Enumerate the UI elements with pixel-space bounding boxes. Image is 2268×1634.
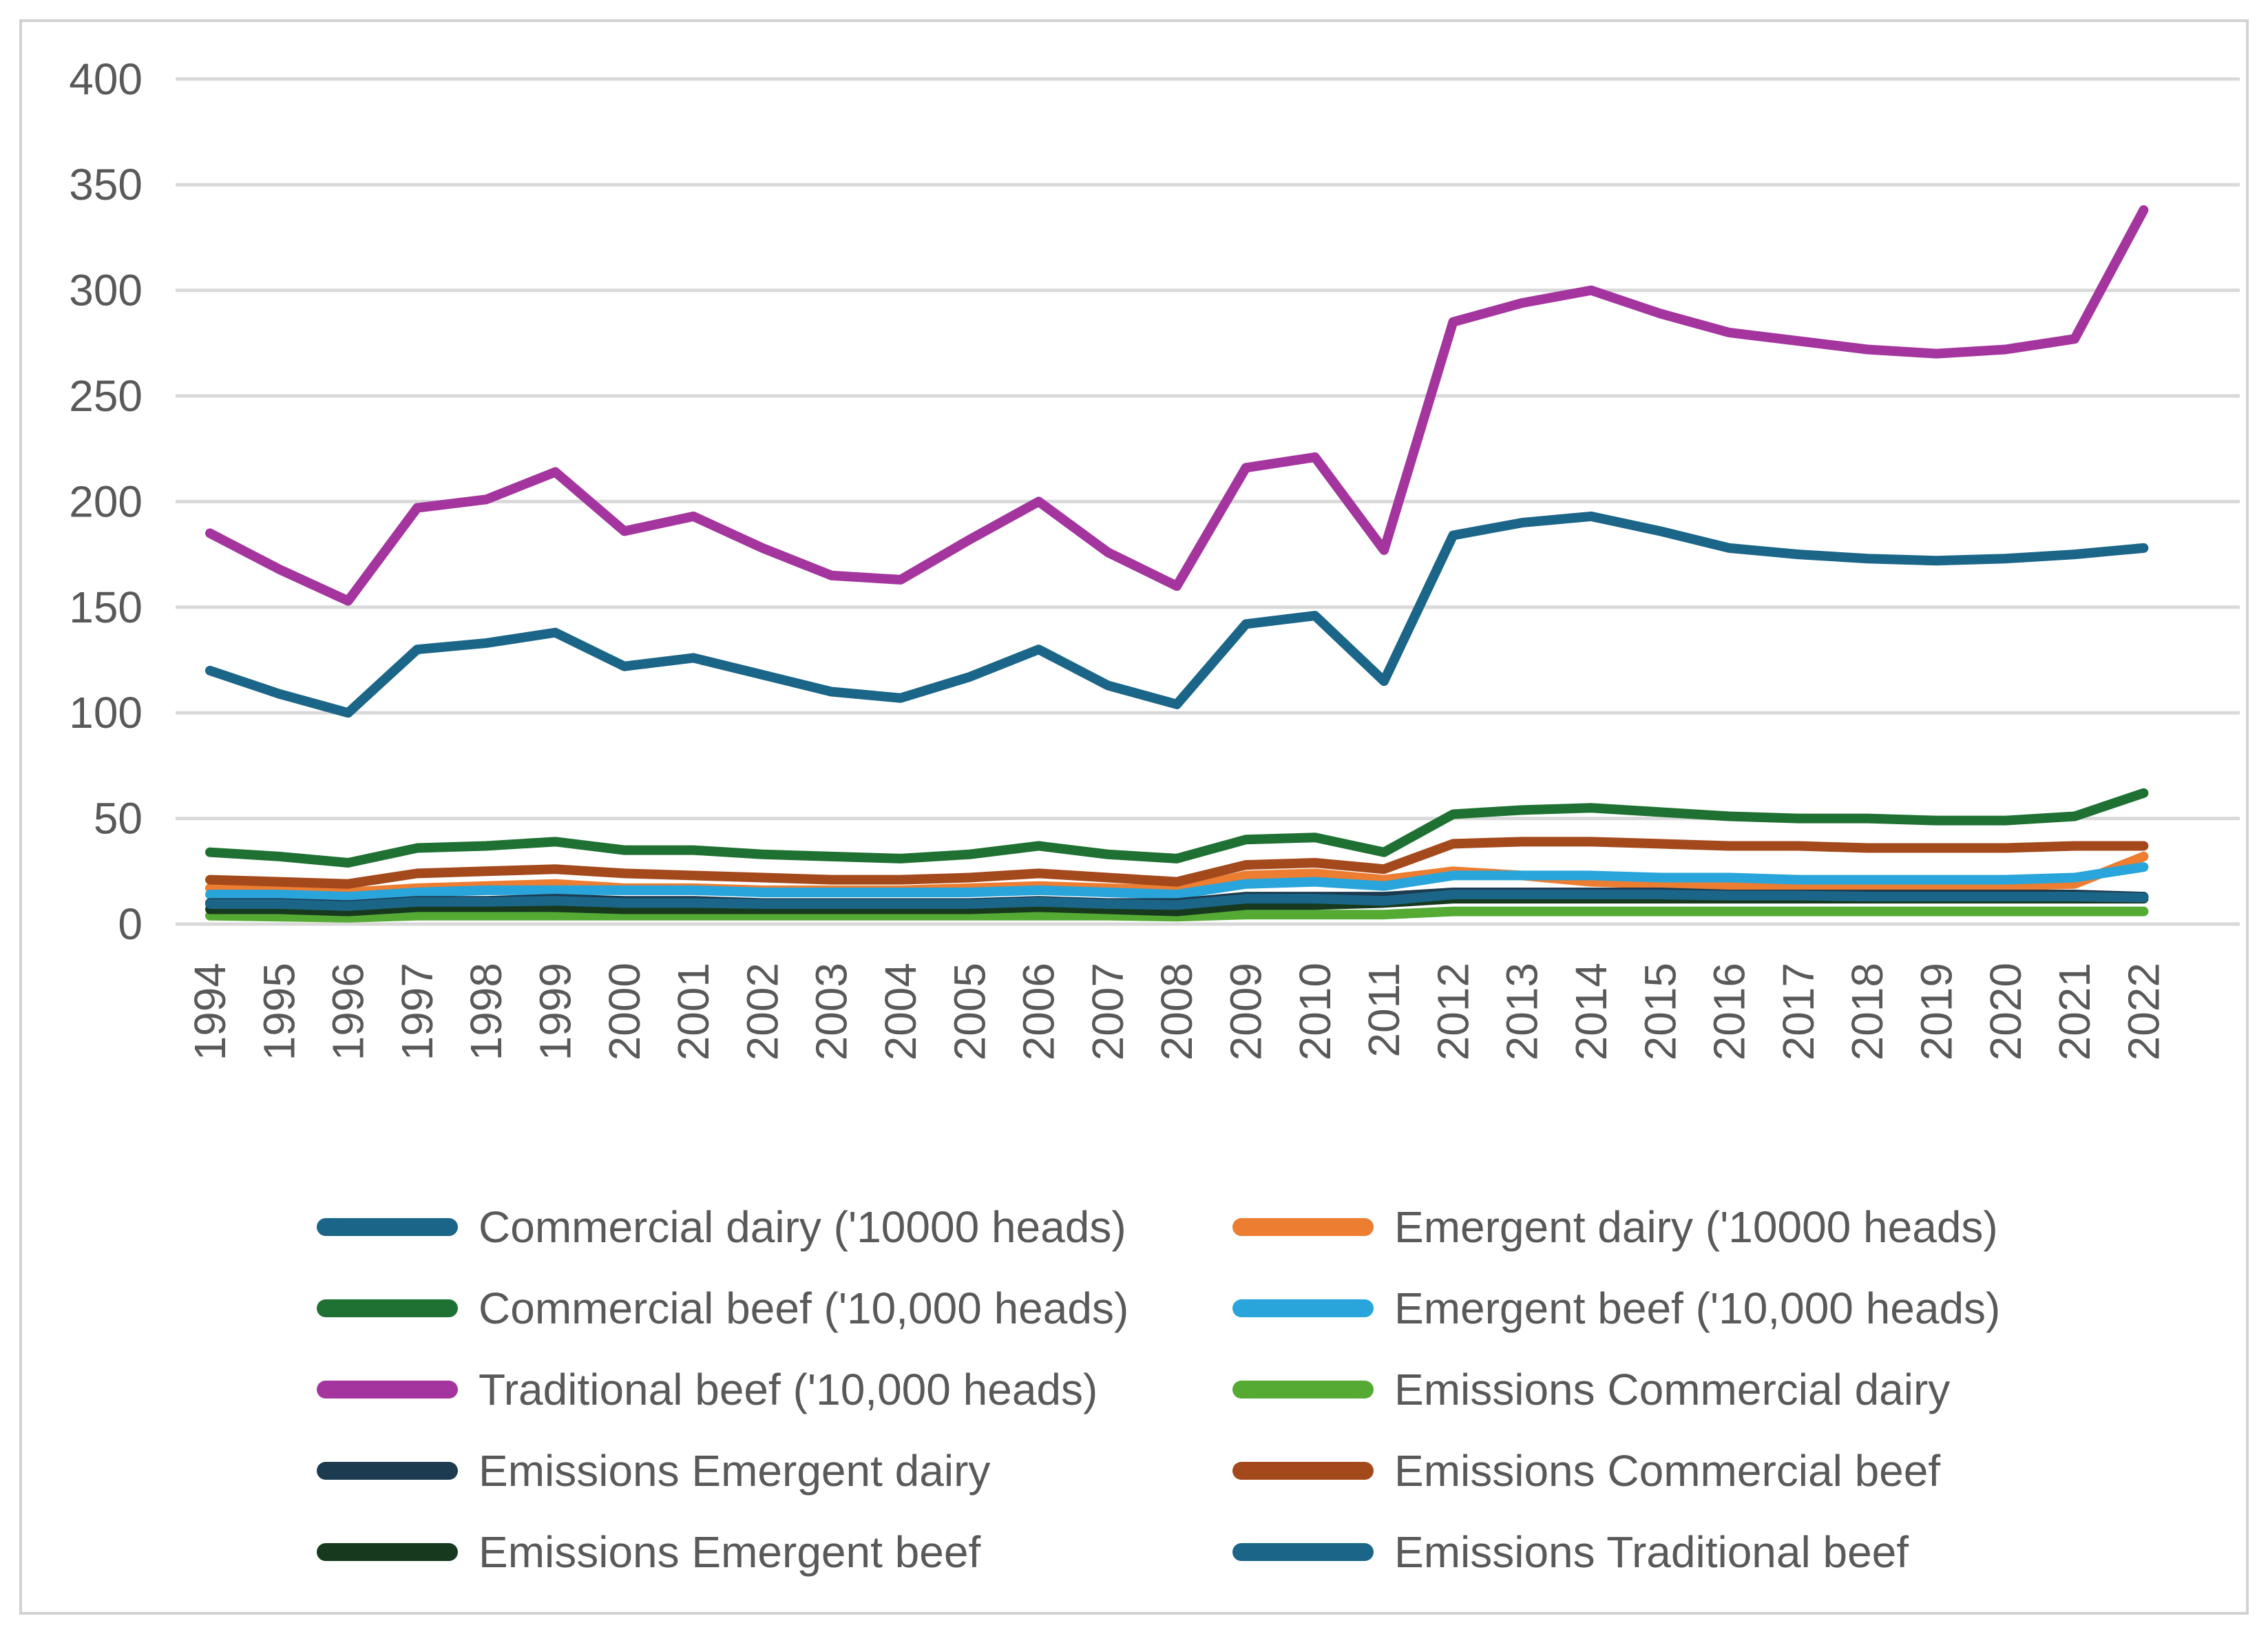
series-line [205, 890, 2149, 911]
legend-swatch [317, 1381, 458, 1399]
legend-label: Emergent dairy ('10000 heads) [1394, 1202, 1998, 1252]
x-axis-tick-label: 2017 [1774, 963, 1823, 1060]
x-axis-tick-label: 1996 [324, 963, 373, 1060]
series-line [205, 511, 2149, 718]
y-axis-tick-label: 50 [94, 794, 143, 844]
legend-label: Emissions Emergent beef [479, 1527, 980, 1577]
x-axis-tick-label: 1997 [392, 963, 442, 1060]
x-axis-tick-label: 2002 [737, 963, 787, 1060]
y-axis-tick-label: 150 [69, 583, 143, 632]
x-axis-tick-label: 2015 [1635, 963, 1685, 1060]
legend-swatch [317, 1299, 458, 1317]
legend-swatch [1232, 1218, 1374, 1236]
y-axis-tick-label: 100 [69, 688, 143, 737]
x-axis-tick-label: 2005 [945, 963, 994, 1060]
x-axis-tick-label: 2001 [669, 963, 718, 1060]
x-axis-tick-label: 2003 [807, 963, 857, 1060]
x-axis-tick-label: 2013 [1498, 963, 1547, 1060]
series-line [205, 906, 2149, 923]
x-axis-tick-label: 2022 [2119, 963, 2168, 1060]
legend-swatch [317, 1218, 458, 1236]
x-axis-tick-label: 2006 [1014, 963, 1064, 1060]
legend-label: Emergent beef ('10,000 heads) [1394, 1284, 2000, 1333]
series-line [205, 788, 2149, 868]
x-axis-tick-label: 2021 [2050, 963, 2099, 1060]
x-axis-tick-label: 2020 [1981, 963, 2030, 1060]
legend-label: Emissions Traditional beef [1394, 1527, 1909, 1577]
x-axis-tick-label: 2009 [1221, 963, 1271, 1060]
x-axis-tick-label: 2004 [876, 963, 925, 1060]
x-axis-tick-label: 2014 [1566, 963, 1616, 1060]
legend-label: Emissions Commercial beef [1394, 1446, 1940, 1496]
legend-label: Traditional beef ('10,000 heads) [479, 1365, 1098, 1414]
x-axis-tick-label: 2011 [1359, 963, 1409, 1058]
y-axis-tick-label: 300 [69, 266, 143, 315]
y-axis-tick-label: 350 [69, 160, 143, 209]
legend-swatch [1232, 1462, 1374, 1480]
legend-swatch [317, 1543, 458, 1561]
x-axis-tick-label: 1999 [531, 963, 580, 1060]
x-axis-tick-label: 2018 [1842, 963, 1892, 1060]
legend-label: Commercial dairy ('10000 heads) [479, 1202, 1126, 1252]
y-axis-tick-label: 0 [118, 899, 143, 949]
x-axis-tick-label: 2016 [1705, 963, 1754, 1060]
x-axis-tick-label: 2000 [600, 963, 649, 1060]
legend-swatch [317, 1462, 458, 1480]
series-line [205, 862, 2149, 902]
x-axis-tick-label: 1995 [254, 963, 304, 1060]
x-axis-tick-label: 1994 [185, 963, 235, 1060]
series-line [205, 205, 2149, 606]
legend-swatch [1232, 1381, 1374, 1399]
y-axis-tick-label: 400 [69, 54, 143, 104]
legend-label: Emissions Emergent dairy [479, 1446, 990, 1496]
x-axis-tick-label: 2010 [1290, 963, 1340, 1060]
legend-swatch [1232, 1543, 1374, 1561]
legend-label: Commercial beef ('10,000 heads) [479, 1284, 1128, 1333]
x-axis-tick-label: 2007 [1083, 963, 1133, 1060]
x-axis-tick-label: 2019 [1912, 963, 1962, 1060]
x-axis-tick-label: 2008 [1152, 963, 1201, 1060]
y-axis-tick-label: 250 [69, 371, 143, 421]
legend-label: Emissions Commercial dairy [1394, 1365, 1950, 1414]
x-axis-tick-label: 1998 [461, 963, 511, 1060]
x-axis-tick-label: 2012 [1428, 963, 1478, 1060]
series-line [205, 837, 2149, 889]
y-axis-tick-label: 200 [69, 476, 143, 526]
chart-border [19, 19, 2249, 1615]
legend-swatch [1232, 1299, 1374, 1317]
